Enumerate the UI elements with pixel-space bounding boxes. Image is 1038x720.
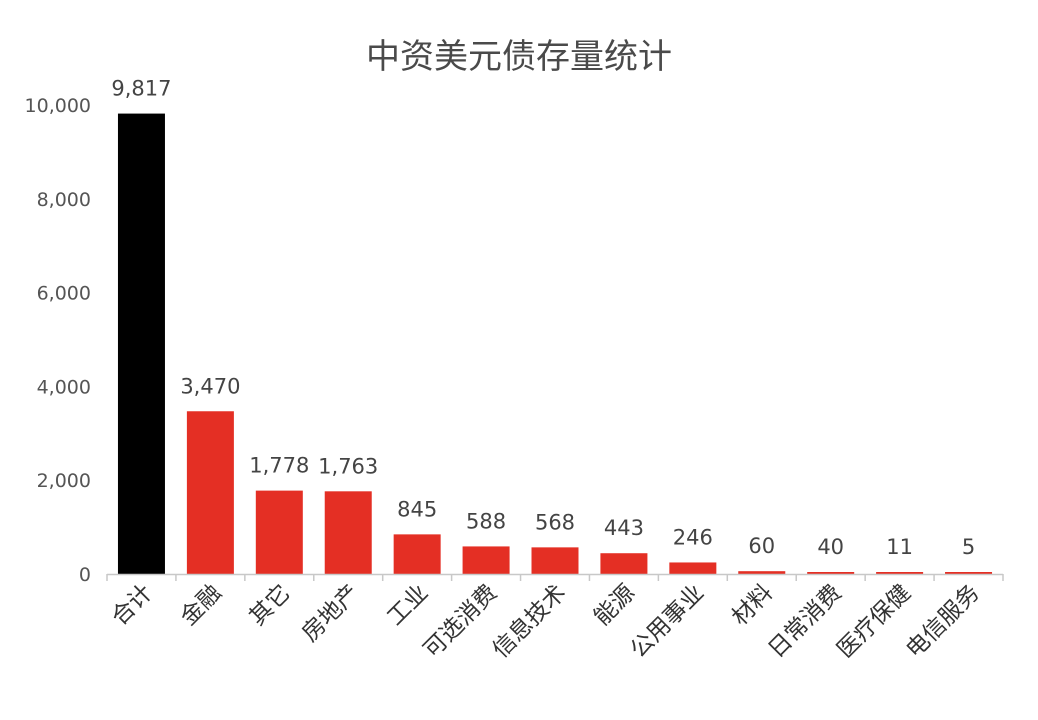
data-label: 588 (466, 509, 506, 533)
chart-title: 中资美元债存量统计 (366, 37, 672, 77)
bar-1 (186, 411, 234, 574)
bar-4 (393, 534, 441, 574)
y-axis: 0 2,000 4,000 6,000 8,000 10,000 (25, 95, 91, 586)
bars-group: 9,817 3,470 1,778 1,763 845 588 568 443 246 60 40 1… (111, 77, 993, 574)
bar-3 (324, 491, 372, 574)
data-label: 1,778 (249, 454, 309, 478)
data-label: 60 (748, 534, 775, 558)
data-label: 11 (886, 535, 913, 559)
x-tick-label: 合计 (107, 580, 158, 631)
x-tick-label: 工业 (382, 580, 433, 631)
x-tick-label: 医疗保健 (832, 580, 915, 663)
x-tick-label: 金融 (176, 580, 227, 631)
bar-2 (255, 490, 303, 574)
x-tick-label: 日常消费 (763, 580, 846, 663)
y-tick-label: 6,000 (37, 283, 91, 305)
bar-11 (876, 572, 924, 574)
x-tick-label: 能源 (589, 580, 640, 631)
x-tick-label: 其它 (245, 580, 296, 631)
bar-10 (807, 572, 855, 574)
data-label: 568 (535, 510, 575, 534)
data-label: 443 (604, 516, 644, 540)
bar-6 (531, 547, 579, 574)
y-tick-label: 10,000 (25, 95, 91, 117)
data-label: 9,817 (111, 77, 171, 101)
bar-9 (738, 571, 786, 574)
x-tick-label: 房地产 (297, 580, 364, 647)
x-tick-label: 信息技术 (488, 580, 571, 663)
data-label: 1,763 (318, 454, 378, 478)
data-label: 845 (397, 497, 437, 521)
y-tick-label: 4,000 (37, 376, 91, 398)
x-tick-label: 电信服务 (901, 580, 984, 663)
x-tick-label: 公用事业 (626, 580, 709, 663)
y-tick-label: 2,000 (37, 470, 91, 492)
x-tick-label: 材料 (727, 580, 778, 631)
bar-12 (945, 572, 993, 574)
data-label: 5 (962, 535, 975, 559)
y-tick-label: 8,000 (37, 189, 91, 211)
data-label: 3,470 (180, 374, 240, 398)
data-label: 246 (673, 525, 713, 549)
bar-5 (462, 546, 510, 574)
x-tick-label: 可选消费 (419, 580, 502, 663)
data-label: 40 (817, 535, 844, 559)
bar-7 (600, 553, 648, 574)
bar-8 (669, 562, 717, 574)
bar-0 (117, 113, 165, 574)
y-tick-label: 0 (79, 564, 91, 586)
